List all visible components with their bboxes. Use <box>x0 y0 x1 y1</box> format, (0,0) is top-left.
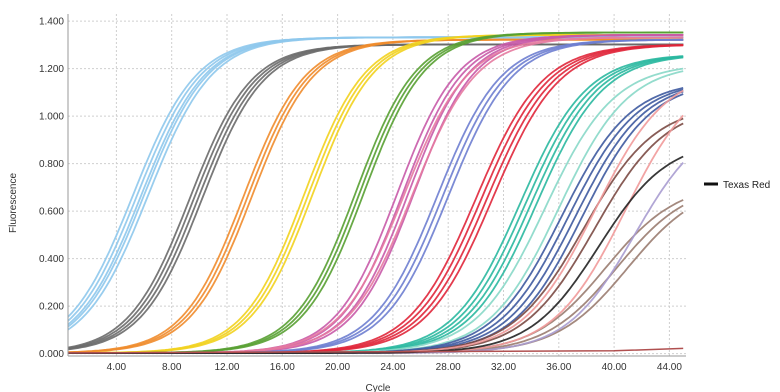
amplification-curve <box>68 31 684 354</box>
x-tick-label: 20.00 <box>325 362 350 373</box>
y-tick-label: 0.800 <box>39 159 64 170</box>
legend-label-texas-red: Texas Red <box>723 180 770 191</box>
x-tick-label: 8.00 <box>162 362 182 373</box>
x-tick-label: 24.00 <box>380 362 405 373</box>
amplification-curve <box>68 31 684 354</box>
x-tick-label: 32.00 <box>491 362 516 373</box>
amplification-curve <box>68 34 684 354</box>
x-tick-label: 28.00 <box>436 362 461 373</box>
x-tick-label: 40.00 <box>602 362 627 373</box>
amplification-curve <box>68 34 684 354</box>
amplification-curve <box>68 34 684 354</box>
amplification-curve <box>68 31 684 354</box>
y-tick-label: 0.000 <box>39 349 64 360</box>
amplification-curve <box>68 204 684 354</box>
legend: Texas Red <box>704 180 770 191</box>
y-tick-label: 0.400 <box>39 254 64 265</box>
series-layer <box>68 31 684 354</box>
x-tick-label: 12.00 <box>214 362 239 373</box>
x-tick-label: 4.00 <box>107 362 127 373</box>
x-tick-label: 36.00 <box>546 362 571 373</box>
y-tick-label: 1.000 <box>39 112 64 123</box>
amplification-curve <box>68 34 684 354</box>
axes <box>67 14 686 357</box>
amplification-curve <box>68 34 684 354</box>
x-tick-labels: 4.00 8.00 12.00 16.00 20.00 24.00 28.00 32.00 36… <box>107 362 683 373</box>
x-axis-label: Cycle <box>365 383 390 392</box>
amplification-curve <box>68 34 684 354</box>
x-tick-label: 16.00 <box>270 362 295 373</box>
y-tick-label: 0.200 <box>39 302 64 313</box>
y-axis-label: Fluorescence <box>8 173 19 233</box>
y-tick-label: 1.200 <box>39 64 64 75</box>
baseline-curve <box>68 347 684 354</box>
amplification-curve <box>68 36 684 331</box>
y-tick-label: 0.600 <box>39 207 64 218</box>
amplification-curve <box>68 34 684 354</box>
y-tick-label: 1.400 <box>39 17 64 28</box>
x-tick-label: 44.00 <box>657 362 682 373</box>
y-tick-labels: 0.000 0.200 0.400 0.600 0.800 1.000 1.200 1.400 <box>39 17 64 361</box>
amplification-curve <box>68 70 684 354</box>
